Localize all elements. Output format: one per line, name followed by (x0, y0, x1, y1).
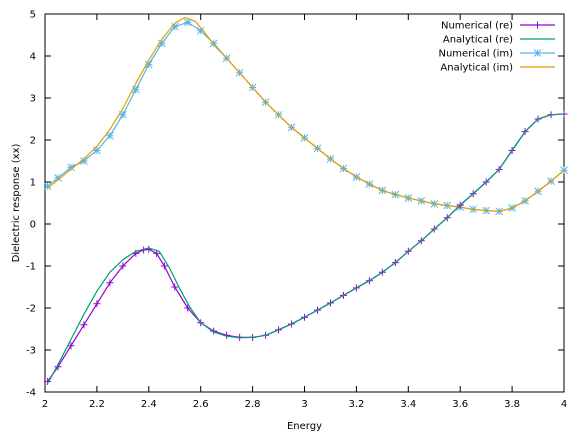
x-tick-label: 4 (561, 399, 567, 410)
data-point (67, 163, 75, 172)
data-point (160, 262, 168, 270)
data-point (170, 22, 179, 31)
x-tick-label: 2.2 (89, 399, 105, 410)
data-point (210, 327, 218, 335)
y-tick-label: -3 (26, 346, 36, 357)
x-tick-label: 3.6 (452, 399, 468, 410)
data-point (171, 283, 179, 291)
series-3 (47, 16, 565, 213)
series-1 (47, 113, 565, 384)
y-tick-label: 4 (30, 52, 36, 63)
legend-label: Analytical (re) (443, 35, 513, 46)
data-point (144, 60, 153, 69)
x-tick-label: 3 (301, 399, 307, 410)
y-tick-label: 5 (30, 10, 36, 21)
x-tick-label: 2 (42, 399, 48, 410)
data-point (54, 173, 62, 182)
y-tick-label: 3 (30, 94, 36, 105)
y-tick-label: -1 (26, 262, 36, 273)
y-tick-label: -2 (26, 304, 36, 315)
legend-marker (534, 21, 541, 29)
legend-label: Analytical (im) (440, 63, 513, 74)
legend-marker (533, 49, 542, 57)
x-tick-label: 3.4 (400, 399, 416, 410)
data-point (80, 321, 88, 329)
data-point (67, 342, 75, 350)
data-point (80, 157, 88, 165)
legend-label: Numerical (re) (441, 21, 513, 32)
x-tick-label: 3.8 (504, 399, 520, 410)
x-axis-label: Energy (287, 421, 322, 432)
series-line (47, 113, 565, 382)
data-point (131, 85, 140, 94)
data-point (44, 378, 52, 385)
legend-label: Numerical (im) (438, 49, 513, 60)
data-point (196, 26, 205, 35)
x-tick-label: 2.8 (245, 399, 261, 410)
series-0 (44, 110, 568, 385)
legend: Numerical (re) Analytical (re) Numerical (… (438, 21, 555, 74)
y-axis-label: Dielectric response (xx) (11, 144, 22, 263)
y-tick-label: -4 (26, 388, 36, 399)
series-line (47, 16, 565, 213)
data-point (106, 131, 114, 140)
y-tick-label: 0 (30, 220, 36, 231)
data-point (106, 279, 114, 287)
data-point (43, 182, 52, 191)
data-point (93, 300, 101, 308)
data-point (118, 110, 127, 119)
axes: 2 2.2 2.4 2.6 2.8 3 3.2 3.4 3.6 3.8 4 -4 -3 -2 -1 0 1 2 3 4… (26, 10, 567, 411)
data-point (119, 262, 127, 270)
y-tick-label: 1 (30, 178, 36, 189)
y-tick-label: 2 (30, 136, 36, 147)
plot-area (43, 16, 568, 385)
data-point (93, 146, 101, 155)
x-tick-label: 2.6 (193, 399, 209, 410)
data-point (183, 18, 192, 27)
data-point (157, 39, 166, 48)
x-tick-label: 2.4 (141, 399, 157, 410)
series-line (47, 113, 565, 384)
x-tick-label: 3.2 (348, 399, 364, 410)
